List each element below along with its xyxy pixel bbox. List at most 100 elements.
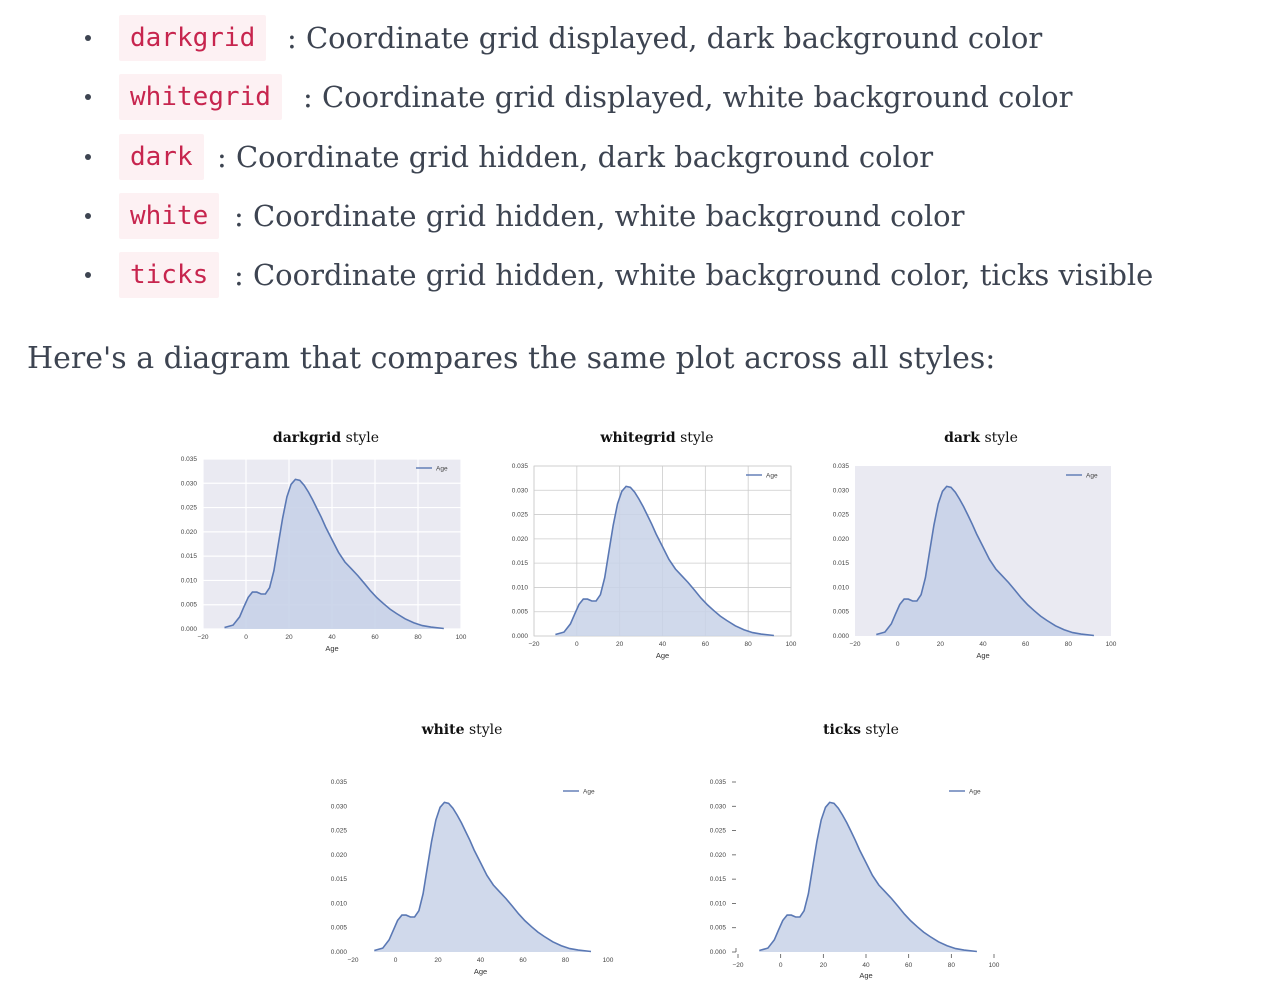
x-tick-label: −20 bbox=[732, 962, 743, 969]
list-item-text: : Coordinate grid displayed, dark backgr… bbox=[287, 21, 1043, 55]
x-tick-label: 80 bbox=[948, 962, 956, 969]
x-tick-label: 20 bbox=[434, 957, 442, 964]
y-tick-label: 0.010 bbox=[833, 584, 850, 591]
x-tick-label: 40 bbox=[328, 634, 336, 641]
plot-background bbox=[855, 466, 1111, 636]
x-tick-label: 80 bbox=[562, 957, 570, 964]
x-axis-label: Age bbox=[474, 967, 487, 976]
y-tick-label: 0.035 bbox=[833, 463, 850, 470]
y-tick-label: 0.020 bbox=[833, 536, 850, 543]
panel-title-whitegrid: whitegrid style bbox=[600, 430, 714, 446]
inline-code: white bbox=[119, 193, 220, 239]
plot-frame bbox=[533, 465, 792, 637]
legend-label: Age bbox=[969, 789, 981, 796]
panel-title-darkgrid: darkgrid style bbox=[272, 430, 380, 446]
bullet-dot bbox=[85, 272, 91, 278]
density-area bbox=[374, 802, 591, 952]
x-axis-label: Age bbox=[656, 651, 669, 660]
x-tick-label: 60 bbox=[702, 641, 710, 648]
y-tick-label: 0.000 bbox=[833, 633, 850, 640]
y-tick-label: 0.015 bbox=[833, 560, 850, 567]
x-tick-label: 60 bbox=[371, 634, 379, 641]
y-tick-label: 0.005 bbox=[331, 925, 348, 932]
y-tick-label: 0.015 bbox=[710, 876, 727, 883]
inline-code: whitegrid bbox=[119, 74, 282, 120]
x-tick-label: 100 bbox=[456, 634, 467, 641]
y-tick-label: 0.025 bbox=[331, 828, 348, 835]
density-area bbox=[759, 802, 977, 952]
x-tick-label: 80 bbox=[745, 641, 753, 648]
y-tick-label: 0.000 bbox=[710, 949, 727, 956]
legend-label: Age bbox=[583, 789, 595, 796]
legend-label: Age bbox=[1086, 473, 1098, 480]
x-tick-label: −20 bbox=[528, 641, 539, 648]
y-tick-label: 0.020 bbox=[181, 529, 198, 536]
x-tick-label: −20 bbox=[197, 634, 208, 641]
x-tick-label: 100 bbox=[786, 641, 797, 648]
intro-paragraph: Here's a diagram that compares the same … bbox=[27, 341, 996, 376]
legend-label: Age bbox=[436, 466, 448, 473]
list-item-text: : Coordinate grid displayed, white backg… bbox=[303, 80, 1073, 114]
y-tick-label: 0.000 bbox=[331, 949, 348, 956]
bullet-dot bbox=[85, 154, 91, 160]
density-line bbox=[759, 801, 977, 953]
y-tick-label: 0.015 bbox=[512, 560, 529, 567]
list-item-text: : Coordinate grid hidden, dark backgroun… bbox=[217, 140, 934, 174]
y-tick-label: 0.025 bbox=[833, 512, 850, 519]
y-tick-label: 0.015 bbox=[331, 876, 348, 883]
x-tick-label: −20 bbox=[849, 641, 860, 648]
x-tick-label: −20 bbox=[347, 957, 358, 964]
x-tick-label: 20 bbox=[616, 641, 624, 648]
x-tick-label: 40 bbox=[979, 641, 987, 648]
x-tick-label: 0 bbox=[779, 962, 783, 969]
x-tick-label: 100 bbox=[603, 957, 614, 964]
x-tick-label: 0 bbox=[896, 641, 900, 648]
x-tick-label: 20 bbox=[937, 641, 945, 648]
y-tick-label: 0.030 bbox=[181, 480, 198, 487]
density-line bbox=[374, 801, 592, 953]
y-tick-label: 0.000 bbox=[512, 633, 529, 640]
y-tick-label: 0.035 bbox=[331, 779, 348, 786]
y-tick-label: 0.000 bbox=[181, 626, 198, 633]
panel-title-white: white style bbox=[421, 722, 503, 738]
y-tick-label: 0.010 bbox=[181, 577, 198, 584]
x-tick-label: 20 bbox=[820, 962, 828, 969]
x-tick-label: 0 bbox=[575, 641, 579, 648]
inline-code: darkgrid bbox=[119, 15, 267, 61]
y-tick-label: 0.010 bbox=[331, 900, 348, 907]
bullet-dot bbox=[85, 35, 91, 41]
y-tick-label: 0.020 bbox=[512, 536, 529, 543]
list-item-text: : Coordinate grid hidden, white backgrou… bbox=[234, 199, 965, 233]
x-axis-label: Age bbox=[976, 651, 989, 660]
x-tick-label: 20 bbox=[285, 634, 293, 641]
plot-background bbox=[203, 459, 461, 629]
density-line bbox=[876, 485, 1094, 637]
y-tick-label: 0.015 bbox=[181, 553, 198, 560]
y-tick-label: 0.020 bbox=[710, 852, 727, 859]
y-tick-label: 0.030 bbox=[512, 487, 529, 494]
y-tick-label: 0.020 bbox=[331, 852, 348, 859]
density-area bbox=[876, 486, 1094, 636]
y-tick-label: 0.025 bbox=[710, 828, 727, 835]
x-axis-label: Age bbox=[325, 644, 338, 653]
x-tick-label: 0 bbox=[394, 957, 398, 964]
y-tick-label: 0.010 bbox=[512, 584, 529, 591]
y-tick-label: 0.005 bbox=[710, 925, 727, 932]
inline-code: ticks bbox=[119, 252, 220, 298]
x-tick-label: 40 bbox=[659, 641, 667, 648]
bullet-dot bbox=[85, 213, 91, 219]
x-axis-label: Age bbox=[859, 971, 872, 980]
x-tick-label: 80 bbox=[414, 634, 422, 641]
list-item-text: : Coordinate grid hidden, white backgrou… bbox=[234, 258, 1154, 292]
x-tick-label: 40 bbox=[477, 957, 485, 964]
y-tick-label: 0.030 bbox=[331, 803, 348, 810]
x-tick-label: 100 bbox=[1106, 641, 1117, 648]
x-tick-label: 40 bbox=[862, 962, 870, 969]
y-tick-label: 0.005 bbox=[833, 609, 850, 616]
density-line bbox=[224, 478, 444, 630]
panel-title-dark: dark style bbox=[944, 430, 1018, 446]
x-tick-label: 80 bbox=[1065, 641, 1073, 648]
x-tick-label: 100 bbox=[989, 962, 1000, 969]
y-tick-label: 0.005 bbox=[512, 609, 529, 616]
density-area bbox=[224, 479, 444, 629]
